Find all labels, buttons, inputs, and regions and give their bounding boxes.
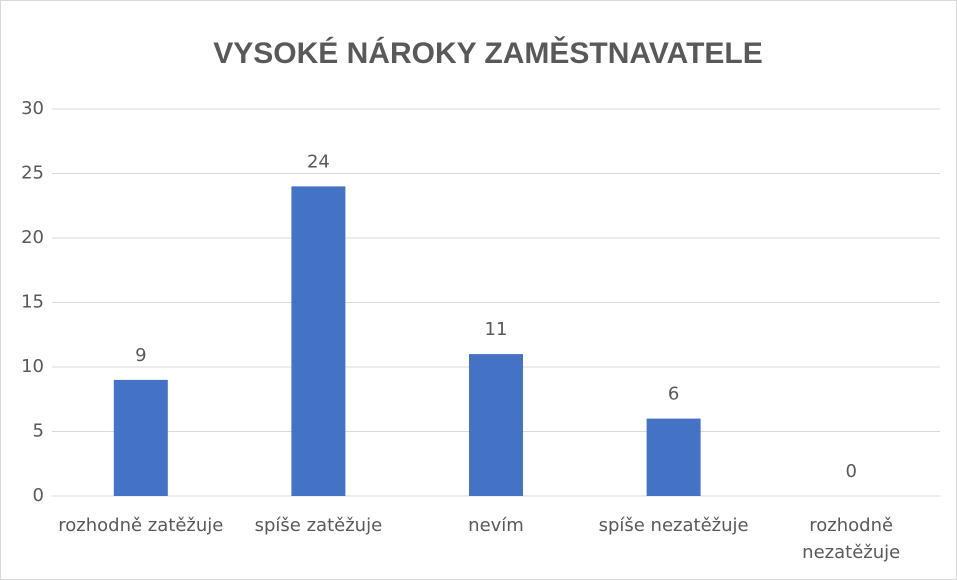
data-label: 11 xyxy=(485,319,508,340)
y-tick-label: 5 xyxy=(33,421,44,442)
y-tick-label: 25 xyxy=(21,163,44,184)
x-tick-label: rozhodně zatěžuje xyxy=(58,515,224,536)
y-tick-label: 0 xyxy=(33,485,44,506)
data-label: 0 xyxy=(845,461,856,482)
x-tick-label: rozhodně nezatěžuje xyxy=(802,515,901,563)
y-tick-label: 30 xyxy=(21,98,44,119)
data-label: 6 xyxy=(668,384,679,405)
bar xyxy=(291,186,346,496)
data-label: 9 xyxy=(135,345,146,366)
bar xyxy=(469,354,523,496)
bar xyxy=(646,418,701,496)
y-tick-label: 10 xyxy=(21,356,44,377)
y-tick-label: 15 xyxy=(21,292,44,313)
x-tick-label: spíše nezatěžuje xyxy=(598,515,749,536)
y-tick-label: 20 xyxy=(21,227,44,248)
bar xyxy=(113,379,168,496)
chart-title: VYSOKÉ NÁROKY ZAMĚSTNAVATELE xyxy=(213,36,763,70)
x-tick-label: spíše zatěžuje xyxy=(254,515,383,536)
data-label: 24 xyxy=(307,151,330,172)
x-tick-label: nevím xyxy=(468,515,524,536)
